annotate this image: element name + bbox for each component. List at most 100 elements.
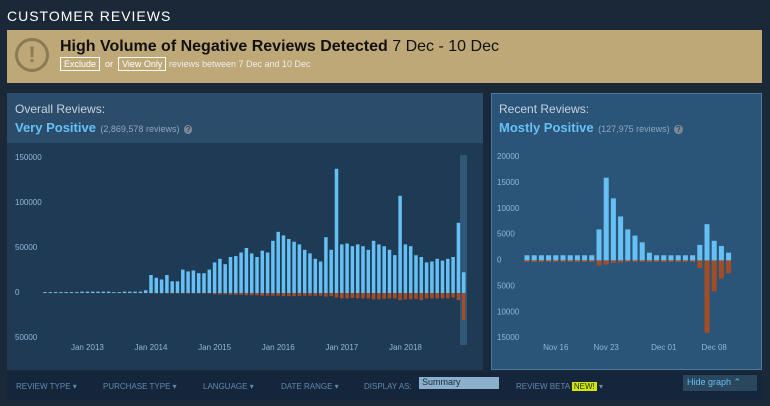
x-tick-label: Nov 16: [543, 343, 569, 352]
bar: [218, 293, 222, 295]
filter-label[interactable]: REVIEW TYPE: [16, 382, 71, 391]
bar: [75, 292, 79, 293]
bar: [560, 255, 566, 261]
bar: [461, 293, 466, 320]
bar: [393, 293, 397, 299]
display-value[interactable]: Summary: [422, 377, 461, 387]
x-tick-label: Nov 23: [594, 343, 620, 352]
overall-summary: Very Positive (2,869,578 reviews) ?: [15, 119, 193, 137]
bar: [567, 255, 573, 261]
x-tick-label: Jan 2015: [198, 343, 231, 352]
bar: [228, 257, 233, 293]
display-select[interactable]: Summary: [419, 377, 499, 389]
bar: [228, 293, 233, 295]
bar: [223, 293, 227, 295]
filter-label[interactable]: PURCHASE TYPE: [103, 382, 171, 391]
y-tick-label: 150000: [15, 153, 42, 162]
filter-label[interactable]: LANGUAGE: [203, 382, 248, 391]
y-tick-label: 100000: [15, 198, 42, 207]
bar: [53, 292, 58, 293]
bar: [603, 260, 609, 265]
bar: [387, 249, 392, 293]
bar: [90, 291, 95, 293]
hide-graph-button[interactable]: Hide graph ⌃: [683, 375, 757, 391]
bar: [654, 255, 660, 261]
help-icon[interactable]: ?: [674, 125, 683, 134]
hide-graph-label[interactable]: Hide graph: [687, 377, 732, 387]
bar: [567, 260, 573, 262]
bar: [329, 293, 333, 297]
bar: [196, 273, 201, 293]
bar: [255, 293, 259, 296]
bar: [456, 222, 461, 293]
panel-divider: [483, 93, 491, 370]
bar: [461, 272, 466, 293]
bar: [271, 240, 275, 293]
bar: [117, 292, 121, 293]
bar: [371, 240, 376, 293]
bar: [101, 291, 106, 293]
bar: [524, 255, 530, 261]
bar: [610, 260, 616, 264]
bar: [302, 249, 307, 293]
y-tick-label: 50000: [15, 243, 38, 252]
bar: [287, 239, 291, 293]
bar: [350, 246, 355, 293]
bar: [435, 293, 439, 299]
review-beta[interactable]: REVIEW BETA NEW! ▾: [516, 382, 604, 391]
bar: [234, 256, 238, 293]
bar: [675, 255, 681, 261]
bar: [668, 255, 674, 261]
bar: [596, 229, 602, 261]
bar: [165, 275, 169, 293]
bar: [632, 260, 638, 262]
bar: [424, 262, 429, 293]
bar: [560, 260, 566, 262]
bar: [446, 293, 450, 299]
alert-title: High Volume of Negative Reviews Detected: [60, 38, 388, 55]
bar: [154, 277, 159, 293]
bar: [419, 293, 424, 301]
bar: [632, 235, 638, 261]
filter[interactable]: PURCHASE TYPE ▾: [103, 382, 177, 391]
overall-label: Overall Reviews:: [15, 102, 106, 116]
bar: [265, 252, 270, 293]
bar: [538, 255, 544, 261]
bar: [191, 270, 196, 293]
x-tick-label: Jan 2016: [262, 343, 295, 352]
bar: [387, 293, 392, 299]
y-tick-label: 15000: [497, 333, 520, 342]
bar: [334, 293, 339, 298]
bar: [149, 275, 153, 293]
bar: [361, 246, 365, 293]
filter-label[interactable]: DATE RANGE: [281, 382, 333, 391]
bar: [435, 258, 439, 293]
filter[interactable]: LANGUAGE ▾: [203, 382, 254, 391]
bar: [64, 292, 68, 293]
bar: [704, 260, 710, 333]
filter[interactable]: REVIEW TYPE ▾: [16, 382, 77, 391]
bar: [313, 258, 318, 293]
view-only-button[interactable]: View Only: [118, 57, 167, 71]
beta-label[interactable]: REVIEW BETA: [516, 382, 570, 391]
bar: [440, 260, 445, 293]
bar: [668, 260, 674, 262]
bar: [249, 253, 254, 293]
bar: [574, 255, 580, 261]
bar: [654, 260, 660, 262]
alert-box: ! High Volume of Negative Reviews Detect…: [7, 30, 762, 83]
new-badge: NEW!: [571, 382, 597, 391]
y-tick-label: 5000: [497, 281, 515, 290]
exclude-button[interactable]: Exclude: [60, 57, 101, 71]
bar: [143, 290, 148, 293]
bar: [697, 260, 703, 269]
filter[interactable]: DATE RANGE ▾: [281, 382, 339, 391]
y-tick-label: 10000: [497, 204, 520, 213]
selection-band: [460, 155, 467, 345]
bar: [281, 293, 286, 297]
help-icon[interactable]: ?: [183, 125, 193, 134]
bar: [340, 293, 344, 299]
alert-heading: High Volume of Negative Reviews Detected…: [60, 38, 499, 56]
bar: [366, 293, 371, 299]
bar: [371, 293, 376, 300]
